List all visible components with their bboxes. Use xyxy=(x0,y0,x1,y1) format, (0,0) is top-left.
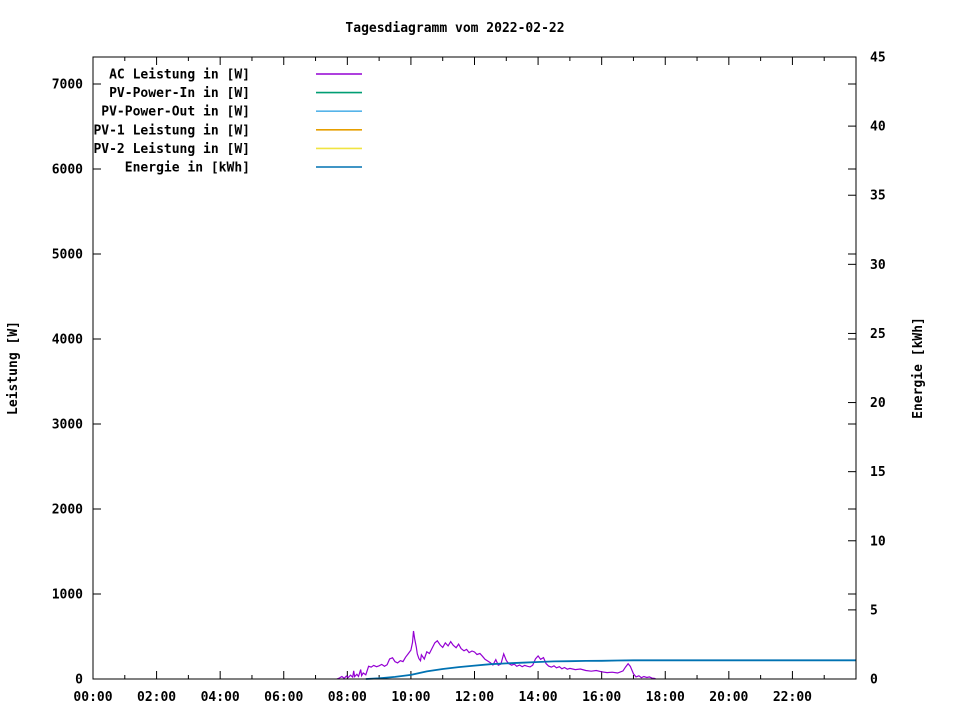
legend-label: PV-Power-Out in [W] xyxy=(101,105,250,120)
legend-label: PV-1 Leistung in [W] xyxy=(93,123,250,138)
x-tick-label: 00:00 xyxy=(73,690,112,705)
x-tick-label: 16:00 xyxy=(582,690,621,705)
y-left-tick-label: 7000 xyxy=(52,78,83,93)
y-left-tick-label: 0 xyxy=(75,673,83,688)
x-tick-label: 18:00 xyxy=(646,690,685,705)
y-right-tick-label: 10 xyxy=(870,534,886,549)
x-tick-label: 14:00 xyxy=(519,690,558,705)
legend-label: Energie in [kWh] xyxy=(125,161,250,176)
y-right-tick-label: 35 xyxy=(870,189,886,204)
plot-border xyxy=(92,56,857,680)
y-right-axis-title: Energie [kWh] xyxy=(911,317,926,419)
x-tick-label: 10:00 xyxy=(391,690,430,705)
y-left-tick-label: 5000 xyxy=(52,248,83,263)
x-tick-label: 02:00 xyxy=(137,690,176,705)
x-axis: 00:00 02:00 04:00 06:00 08:00 10:00 12:00 14:00… xyxy=(73,57,825,705)
y-left-tick-label: 2000 xyxy=(52,503,83,518)
x-tick-label: 12:00 xyxy=(455,690,494,705)
y-right-tick-label: 0 xyxy=(870,673,878,688)
chart-title: Tagesdiagramm vom 2022-02-22 xyxy=(345,21,564,36)
x-tick-label: 20:00 xyxy=(709,690,748,705)
y-left-tick-label: 4000 xyxy=(52,333,83,348)
y-left-tick-label: 3000 xyxy=(52,418,83,433)
y-right-tick-label: 40 xyxy=(870,120,886,135)
legend: AC Leistung in [W] PV-Power-In in [W] PV-P… xyxy=(93,68,362,176)
legend-label: PV-Power-In in [W] xyxy=(109,86,250,101)
y-right-tick-label: 30 xyxy=(870,258,886,273)
series-energie-in-kwh xyxy=(365,659,856,680)
y-axis-left: 0 1000 2000 3000 4000 5000 6000 7000 Leistung [W… xyxy=(6,78,856,688)
legend-label: AC Leistung in [W] xyxy=(109,68,250,83)
y-axis-right: 0 5 10 15 20 25 30 35 40 45 Energie [kWh] xyxy=(848,51,926,688)
y-right-tick-label: 15 xyxy=(870,465,886,480)
legend-label: PV-2 Leistung in [W] xyxy=(93,142,250,157)
y-right-tick-label: 20 xyxy=(870,396,886,411)
x-tick-label: 08:00 xyxy=(328,690,367,705)
y-right-tick-label: 5 xyxy=(870,603,878,618)
series-ac-leistung-in-w xyxy=(336,630,656,680)
y-right-tick-label: 25 xyxy=(870,327,886,342)
x-tick-label: 22:00 xyxy=(773,690,812,705)
y-left-axis-title: Leistung [W] xyxy=(6,321,21,415)
y-left-tick-label: 1000 xyxy=(52,588,83,603)
y-left-tick-label: 6000 xyxy=(52,163,83,178)
x-tick-label: 04:00 xyxy=(201,690,240,705)
y-right-tick-label: 45 xyxy=(870,51,886,66)
x-tick-label: 06:00 xyxy=(264,690,303,705)
